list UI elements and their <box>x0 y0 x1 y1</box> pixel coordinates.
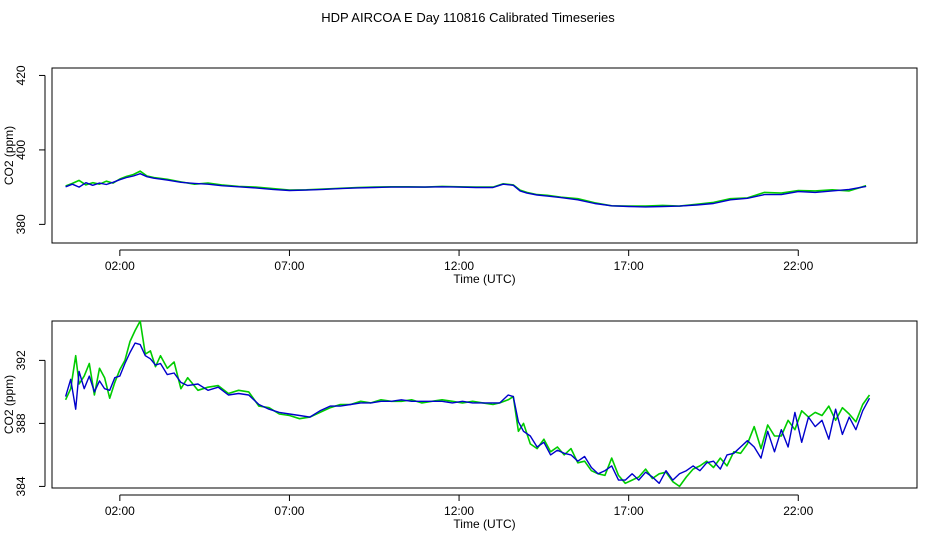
plot-frame <box>51 67 918 244</box>
x-axis-label: Time (UTC) <box>453 272 515 286</box>
x-axis-label: Time (UTC) <box>453 517 515 531</box>
x-tick-label: 17:00 <box>614 259 644 273</box>
plot-frame <box>51 320 918 489</box>
y-axis-label: CO2 (ppm) <box>2 126 16 185</box>
panel-bottom: 02:00 07:00 12:00 17:00 22:00 Time (UTC) 384 38… <box>2 320 918 531</box>
x-tick-label: 02:00 <box>105 259 135 273</box>
x-tick-label: 12:00 <box>444 504 474 518</box>
y-tick-label: 392 <box>14 350 28 370</box>
y-tick-label: 384 <box>14 476 28 496</box>
x-tick-label: 17:00 <box>614 504 644 518</box>
x-tick-label: 07:00 <box>274 259 304 273</box>
x-tick-label: 07:00 <box>274 504 304 518</box>
panel-top: 02:00 07:00 12:00 17:00 22:00 Time (UTC) 380 40… <box>2 65 918 286</box>
y-axis-label: CO2 (ppm) <box>2 375 16 434</box>
x-tick-label: 22:00 <box>783 259 813 273</box>
series-line-green <box>65 170 867 207</box>
y-tick-label: 388 <box>14 413 28 433</box>
x-tick-label: 02:00 <box>105 504 135 518</box>
x-tick-label: 22:00 <box>783 504 813 518</box>
y-tick-label: 400 <box>14 140 28 160</box>
y-tick-label: 380 <box>14 214 28 234</box>
chart-title: HDP AIRCOA E Day 110816 Calibrated Times… <box>321 10 615 25</box>
series-line-green <box>64 320 871 488</box>
series-line-blue <box>65 172 867 208</box>
series-line-blue <box>64 342 871 484</box>
x-tick-label: 12:00 <box>444 259 474 273</box>
y-tick-label: 420 <box>14 65 28 85</box>
